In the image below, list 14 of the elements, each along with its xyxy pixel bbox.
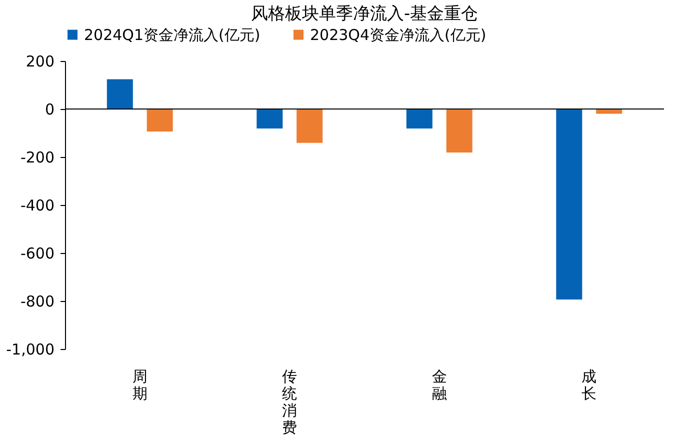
y-tick-label: 0 — [44, 100, 54, 118]
x-tick-label: 周期 — [132, 368, 148, 402]
y-tick-label: -200 — [20, 148, 54, 166]
legend-label: 2023Q4资金净流入(亿元) — [310, 26, 486, 44]
y-tick-label: -400 — [20, 196, 54, 214]
x-tick-label: 成长 — [582, 368, 597, 402]
chart-title: 风格板块单季净流入-基金重仓 — [250, 4, 478, 24]
y-tick-label: -600 — [20, 244, 54, 262]
y-tick-label: 200 — [26, 52, 54, 70]
legend-label: 2024Q1资金净流入(亿元) — [84, 26, 260, 44]
x-tick-label: 传统消费 — [282, 368, 298, 436]
y-tick-label: -800 — [20, 292, 54, 310]
x-tick-label: 金融 — [432, 368, 447, 402]
y-tick-label: -1,000 — [6, 340, 54, 358]
